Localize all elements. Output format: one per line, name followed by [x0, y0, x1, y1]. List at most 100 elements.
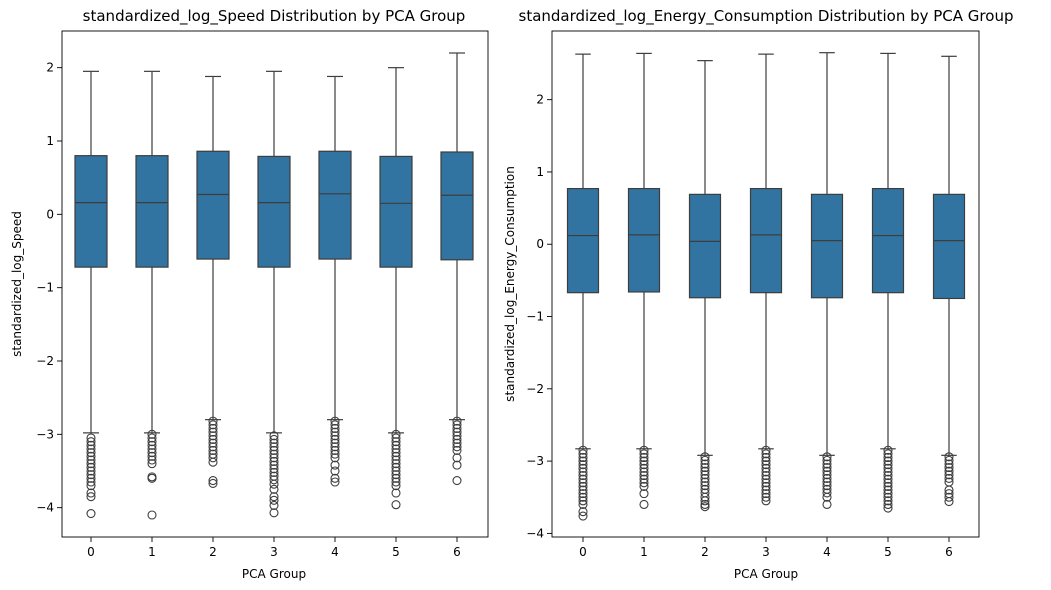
speed-y-tick-label: −1	[36, 281, 54, 295]
energy-box-group-0	[566, 53, 600, 521]
speed-outlier-point	[391, 470, 401, 480]
speed-outlier-point	[86, 448, 96, 458]
energy-x-tick-label: 3	[762, 545, 770, 559]
speed-outlier-point	[208, 475, 218, 486]
speed-outlier-point	[452, 453, 462, 463]
energy-outlier-point	[761, 467, 771, 477]
energy-outlier-point	[822, 492, 832, 502]
energy-outlier-point	[883, 503, 893, 513]
speed-outlier-point	[86, 466, 96, 476]
speed-outlier-point	[391, 500, 401, 510]
energy-x-tick-label: 5	[884, 545, 892, 559]
energy-outlier-point	[822, 466, 832, 476]
energy-outlier-point	[578, 511, 588, 521]
speed-box-group-6	[440, 52, 474, 486]
energy-y-tick-label: −3	[526, 454, 544, 468]
energy-outlier-point	[761, 445, 771, 455]
speed-box-group-3	[257, 70, 291, 518]
energy-outlier-point	[761, 496, 771, 506]
energy-outlier-point	[639, 474, 649, 484]
speed-outlier-point	[330, 453, 340, 463]
speed-outlier-point	[269, 479, 279, 489]
energy-outlier-point	[639, 449, 649, 459]
energy-outlier-point	[883, 449, 893, 459]
energy-box	[810, 193, 844, 299]
speed-outlier-point	[452, 438, 462, 448]
speed-outlier-point	[208, 445, 218, 456]
speed-outlier-point	[147, 440, 157, 450]
speed-outlier-point	[452, 445, 462, 456]
speed-x-tick-label: 4	[331, 545, 339, 559]
energy-y-tick-label: −1	[526, 310, 544, 324]
energy-box	[932, 193, 966, 300]
speed-outlier-point	[452, 431, 462, 441]
speed-outlier-point	[330, 477, 340, 487]
speed-outlier-point	[391, 481, 401, 491]
speed-outlier-point	[147, 433, 157, 443]
speed-y-tick-label: −3	[36, 427, 54, 441]
energy-outlier-point	[761, 449, 771, 459]
speed-outlier-point	[452, 475, 462, 486]
speed-outlier-point	[452, 434, 462, 445]
speed-outlier-point	[86, 437, 96, 447]
speed-x-tick-label: 6	[453, 545, 461, 559]
energy-outlier-point	[639, 467, 649, 477]
speed-outlier-point	[269, 492, 279, 502]
energy-outlier-point	[761, 481, 771, 491]
energy-y-axis-label: standardized_log_Energy_Consumption	[503, 166, 517, 402]
energy-outlier-point	[883, 471, 893, 481]
speed-outlier-point	[269, 431, 279, 441]
speed-outlier-point	[330, 431, 340, 441]
energy-outlier-point	[700, 466, 710, 476]
energy-x-tick-label: 1	[640, 545, 648, 559]
speed-box	[196, 150, 230, 260]
energy-outlier-point	[700, 481, 710, 491]
energy-outlier-point	[944, 459, 954, 469]
speed-outlier-point	[391, 462, 401, 472]
energy-outlier-point	[700, 452, 710, 462]
speed-outlier-point	[391, 488, 401, 498]
energy-outlier-point	[578, 478, 588, 488]
speed-outlier-point	[86, 433, 96, 443]
speed-x-tick-label: 5	[392, 545, 400, 559]
energy-outlier-point	[883, 463, 893, 473]
speed-outlier-point	[208, 438, 218, 448]
energy-outlier-point	[761, 474, 771, 484]
energy-outlier-point	[639, 452, 649, 463]
energy-outlier-point	[822, 499, 832, 510]
energy-outlier-point	[578, 499, 588, 510]
speed-outlier-point	[86, 508, 96, 519]
speed-outlier-point	[330, 438, 340, 448]
speed-outlier-point	[86, 444, 96, 454]
energy-outlier-point	[578, 496, 588, 506]
energy-y-tick-label: −2	[526, 382, 544, 396]
energy-box	[627, 187, 661, 293]
energy-box-group-2	[688, 60, 722, 512]
energy-outlier-point	[700, 470, 710, 480]
speed-box	[318, 150, 352, 260]
energy-outlier-point	[700, 492, 710, 502]
energy-outlier-point	[700, 499, 710, 510]
speed-outlier-point	[269, 445, 279, 456]
speed-outlier-point	[391, 440, 401, 450]
speed-chart-title: standardized_log_Speed Distribution by P…	[83, 7, 466, 26]
speed-outlier-point	[147, 448, 157, 458]
speed-outlier-point	[86, 477, 96, 487]
energy-outlier-point	[883, 474, 893, 484]
energy-x-tick-label: 6	[945, 545, 953, 559]
energy-y-tick-label: 2	[536, 93, 544, 107]
speed-chart: standardized_log_Speed Distribution by P…	[10, 7, 489, 581]
energy-outlier-point	[639, 471, 649, 481]
energy-outlier-point	[639, 499, 649, 510]
speed-outlier-point	[208, 420, 218, 430]
energy-outlier-point	[883, 485, 893, 495]
speed-outlier-point	[330, 449, 340, 459]
energy-outlier-point	[639, 460, 649, 470]
energy-outlier-point	[761, 478, 771, 488]
energy-box-group-4	[810, 52, 844, 510]
energy-y-tick-label: 1	[536, 165, 544, 179]
energy-outlier-point	[761, 485, 771, 495]
energy-box-group-3	[749, 53, 783, 506]
speed-box-group-4	[318, 75, 352, 487]
energy-y-tick-label: −4	[526, 526, 544, 540]
